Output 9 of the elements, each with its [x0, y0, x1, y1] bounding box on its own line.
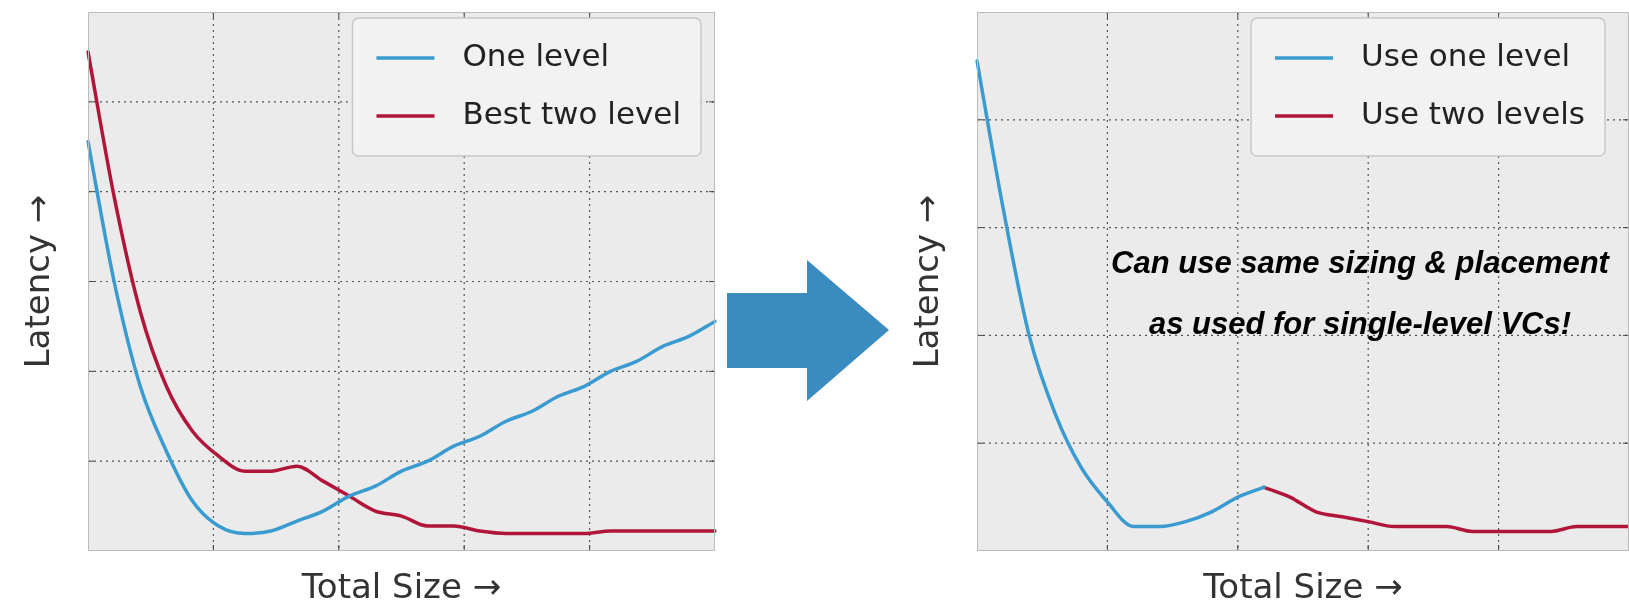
x-axis-title: Total Size → [1202, 565, 1403, 606]
legend-label: Use two levels [1361, 95, 1586, 132]
legend-label: Use one level [1361, 37, 1571, 74]
legend-label: One level [462, 37, 610, 74]
y-axis-title: Latency → [905, 194, 946, 369]
y-axis-title: Latency → [16, 194, 57, 369]
annotation: Can use same sizing & placement as used for single-level VCs! [1110, 244, 1610, 343]
legend-label: Best two level [462, 95, 681, 132]
x-axis-title: Total Size → [300, 565, 502, 606]
